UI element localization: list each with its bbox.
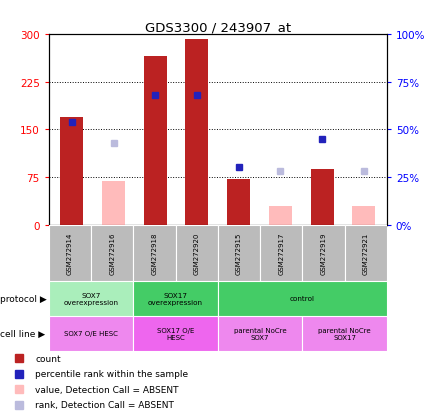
- Text: GSM272921: GSM272921: [363, 232, 368, 274]
- Bar: [49, 281, 133, 316]
- Text: SOX17
overexpression: SOX17 overexpression: [148, 292, 203, 305]
- Text: GSM272917: GSM272917: [278, 232, 284, 274]
- Text: cell line ▶: cell line ▶: [0, 329, 45, 338]
- Text: GSM272916: GSM272916: [109, 232, 115, 274]
- Text: SOX7
overexpression: SOX7 overexpression: [64, 292, 119, 305]
- Bar: [91, 225, 133, 281]
- Text: parental NoCre
SOX7: parental NoCre SOX7: [234, 327, 286, 340]
- Text: percentile rank within the sample: percentile rank within the sample: [35, 369, 188, 378]
- Bar: [60, 117, 83, 225]
- Bar: [176, 225, 218, 281]
- Bar: [133, 316, 218, 351]
- Bar: [352, 206, 375, 225]
- Text: rank, Detection Call = ABSENT: rank, Detection Call = ABSENT: [35, 401, 174, 409]
- Text: SOX17 O/E
HESC: SOX17 O/E HESC: [157, 327, 194, 340]
- Bar: [218, 316, 302, 351]
- Bar: [102, 182, 125, 225]
- Text: SOX7 O/E HESC: SOX7 O/E HESC: [64, 330, 118, 337]
- Text: GSM272920: GSM272920: [194, 232, 200, 274]
- Bar: [144, 57, 167, 225]
- Title: GDS3300 / 243907_at: GDS3300 / 243907_at: [145, 21, 291, 34]
- Bar: [269, 206, 292, 225]
- Bar: [133, 225, 176, 281]
- Bar: [218, 225, 260, 281]
- Bar: [133, 281, 218, 316]
- Bar: [227, 180, 250, 225]
- Bar: [302, 316, 387, 351]
- Bar: [302, 225, 345, 281]
- Bar: [49, 225, 91, 281]
- Text: GSM272915: GSM272915: [236, 232, 242, 274]
- Text: protocol ▶: protocol ▶: [0, 294, 47, 303]
- Text: GSM272919: GSM272919: [320, 232, 326, 274]
- Bar: [218, 281, 387, 316]
- Bar: [260, 225, 302, 281]
- Text: count: count: [35, 354, 61, 363]
- Text: GSM272918: GSM272918: [151, 232, 157, 274]
- Bar: [185, 40, 208, 225]
- Text: value, Detection Call = ABSENT: value, Detection Call = ABSENT: [35, 385, 178, 394]
- Text: control: control: [290, 295, 315, 301]
- Text: GSM272914: GSM272914: [67, 232, 73, 274]
- Bar: [49, 316, 133, 351]
- Text: parental NoCre
SOX17: parental NoCre SOX17: [318, 327, 371, 340]
- Bar: [311, 169, 334, 225]
- Bar: [345, 225, 387, 281]
